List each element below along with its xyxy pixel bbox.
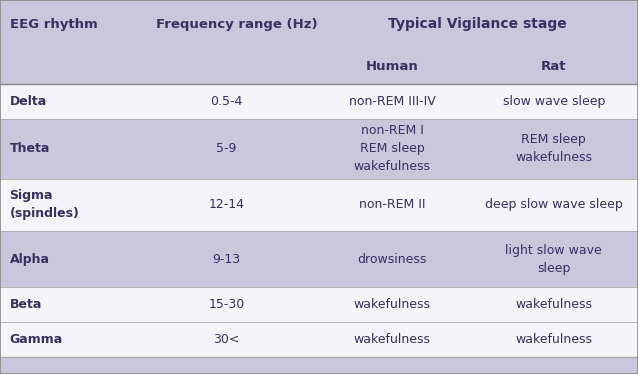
Text: wakefulness: wakefulness — [516, 298, 592, 311]
Bar — [0, 322, 638, 357]
Bar — [0, 49, 638, 84]
Text: Human: Human — [366, 60, 419, 73]
Text: 5-9: 5-9 — [216, 142, 237, 155]
Bar — [0, 119, 638, 179]
Text: non-REM III-IV: non-REM III-IV — [349, 95, 436, 108]
Text: wakefulness: wakefulness — [354, 333, 431, 346]
Text: Alpha: Alpha — [10, 253, 50, 266]
Text: Sigma
(spindles): Sigma (spindles) — [10, 190, 80, 220]
Text: Rat: Rat — [541, 60, 567, 73]
Text: 9-13: 9-13 — [212, 253, 241, 266]
Text: Gamma: Gamma — [10, 333, 63, 346]
Text: drowsiness: drowsiness — [358, 253, 427, 266]
Text: slow wave sleep: slow wave sleep — [503, 95, 605, 108]
Text: non-REM II: non-REM II — [359, 199, 426, 211]
Bar — [0, 179, 638, 231]
Text: light slow wave
sleep: light slow wave sleep — [505, 244, 602, 275]
Text: deep slow wave sleep: deep slow wave sleep — [485, 199, 623, 211]
Text: Beta: Beta — [10, 298, 42, 311]
Text: wakefulness: wakefulness — [354, 298, 431, 311]
Text: 30<: 30< — [213, 333, 240, 346]
Text: Theta: Theta — [10, 142, 50, 155]
Text: 12-14: 12-14 — [209, 199, 244, 211]
Bar — [0, 231, 638, 287]
Text: Frequency range (Hz): Frequency range (Hz) — [156, 18, 318, 31]
Bar — [0, 84, 638, 119]
Text: 15-30: 15-30 — [209, 298, 244, 311]
Text: wakefulness: wakefulness — [516, 333, 592, 346]
Text: Typical Vigilance stage: Typical Vigilance stage — [387, 17, 567, 31]
Text: non-REM I
REM sleep
wakefulness: non-REM I REM sleep wakefulness — [354, 124, 431, 174]
Text: 0.5-4: 0.5-4 — [211, 95, 242, 108]
Text: REM sleep
wakefulness: REM sleep wakefulness — [516, 134, 592, 164]
Bar — [0, 287, 638, 322]
Text: Delta: Delta — [10, 95, 47, 108]
Bar — [0, 0, 638, 49]
Text: EEG rhythm: EEG rhythm — [10, 18, 98, 31]
